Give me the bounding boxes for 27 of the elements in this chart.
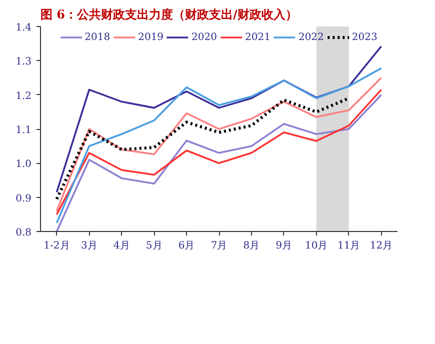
chart-title: 图 6：公共财政支出力度（财政支出/财政收入）: [40, 8, 298, 22]
y-tick-label: 0.9: [16, 193, 32, 204]
x-tick-label: 12月: [370, 240, 393, 252]
legend-label: 2023: [352, 32, 378, 42]
legend-label: 2018: [84, 32, 110, 42]
x-tick-label: 5月: [146, 240, 162, 252]
line-series: [56, 45, 382, 194]
x-tick-label: 10月: [305, 240, 328, 252]
y-tick-label: 1.2: [16, 90, 32, 102]
y-tick-label: 1.0: [16, 159, 32, 170]
x-tick-label: 4月: [113, 240, 130, 252]
line-series: [55, 96, 350, 201]
legend-label: 2019: [138, 32, 164, 42]
y-tick-label: 1.4: [16, 22, 32, 34]
x-tick-label: 9月: [276, 240, 292, 252]
y-tick-label: 0.8: [16, 228, 32, 238]
legend-label: 2021: [245, 32, 270, 42]
x-tick-label: 6月: [178, 240, 195, 252]
legend-label: 2020: [192, 32, 217, 42]
x-tick-label: 1-2月: [44, 240, 70, 252]
x-tick-label: 7月: [210, 240, 228, 252]
x-tick-label: 11月: [337, 240, 360, 252]
y-tick-label: 1.3: [16, 56, 32, 68]
y-tick-label: 1.1: [16, 125, 32, 136]
x-tick-label: 3月: [81, 240, 98, 252]
legend-label: 2022: [298, 32, 324, 42]
x-tick-label: 8月: [243, 240, 260, 252]
